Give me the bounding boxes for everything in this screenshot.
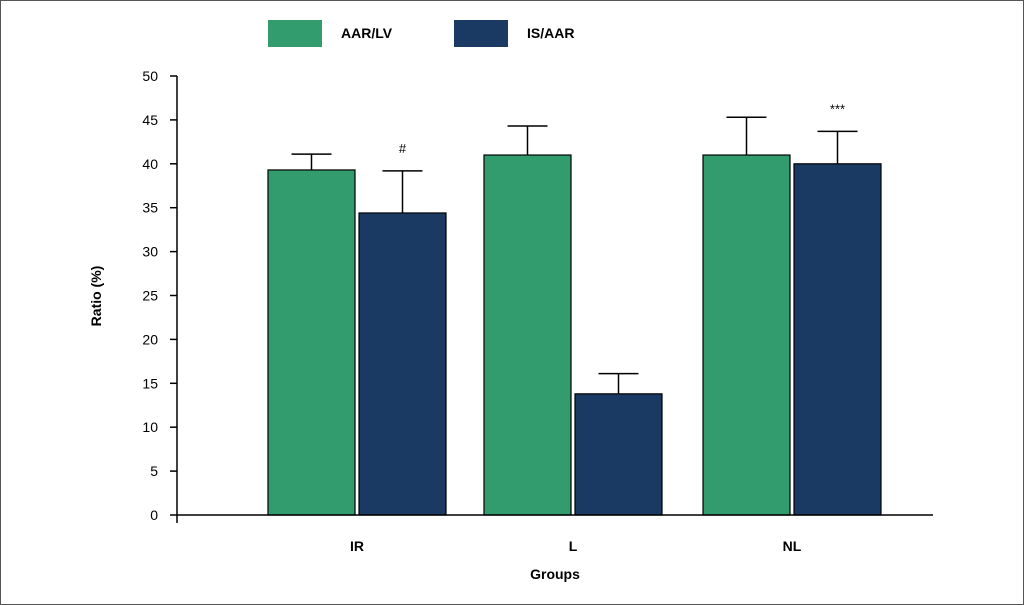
y-tick-label: 15	[142, 375, 158, 391]
legend-label: IS/AAR	[527, 25, 574, 41]
bar-l-is-aar	[574, 393, 663, 516]
axes: 0 5 10 15 20 25 30 35 40 45 50 IR L NL	[142, 68, 933, 554]
x-tick-label: NL	[783, 538, 802, 554]
error-bars	[291, 116, 858, 394]
y-tick-label: 0	[150, 507, 158, 523]
y-tick-label: 20	[142, 331, 158, 347]
bar-ir-aar-lv	[267, 169, 356, 516]
x-tick-label: IR	[350, 538, 364, 554]
bar-ir-is-aar	[358, 212, 447, 516]
significance-marker: ***	[830, 101, 845, 116]
y-tick-label: 10	[142, 419, 158, 435]
x-tick-label: L	[569, 538, 578, 554]
y-axis-title: Ratio (%)	[88, 266, 104, 327]
legend-swatch	[268, 20, 322, 47]
y-tick-label: 25	[142, 288, 158, 304]
legend-label: AAR/LV	[341, 25, 393, 41]
bar-nl-aar-lv	[702, 154, 791, 516]
legend: AAR/LV IS/AAR	[268, 20, 574, 47]
y-tick-label: 35	[142, 200, 158, 216]
y-tick-label: 5	[150, 463, 158, 479]
significance-marker: #	[399, 141, 407, 156]
annotations: # ***	[399, 101, 845, 156]
y-tick-label: 50	[142, 68, 158, 84]
legend-swatch	[454, 20, 508, 47]
x-axis-title: Groups	[530, 566, 580, 582]
bars	[267, 154, 882, 516]
y-tick-label: 30	[142, 244, 158, 260]
y-tick-label: 40	[142, 156, 158, 172]
bar-l-aar-lv	[483, 154, 572, 516]
y-tick-label: 45	[142, 112, 158, 128]
bar-nl-is-aar	[793, 163, 882, 516]
